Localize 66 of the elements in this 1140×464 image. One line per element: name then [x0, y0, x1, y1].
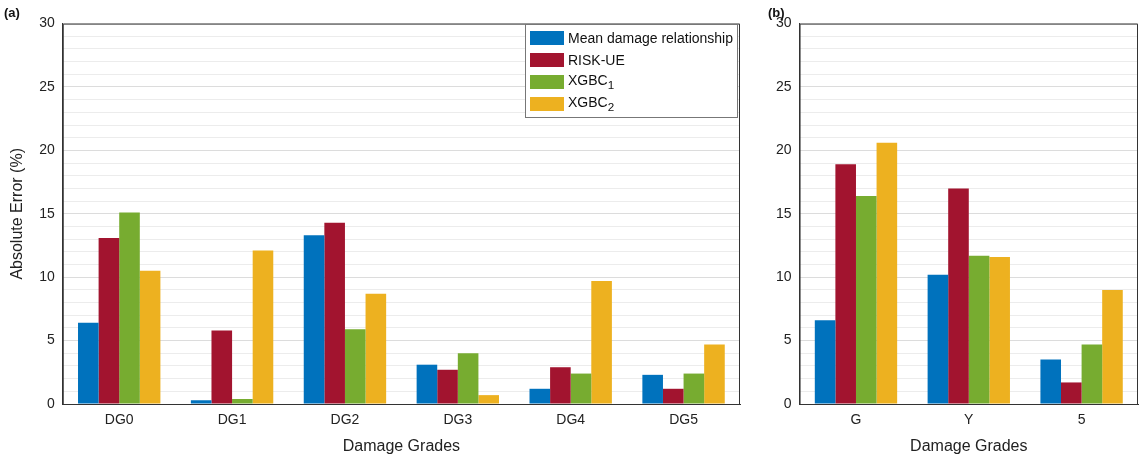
bar	[662, 388, 684, 404]
bar	[211, 330, 233, 404]
bar	[683, 373, 705, 404]
y-axis-title: Absolute Error (%)	[8, 148, 26, 280]
x-tick-label: Y	[964, 411, 975, 428]
bar	[855, 196, 877, 404]
x-tick-label: DG5	[669, 411, 699, 428]
bar	[232, 398, 253, 404]
x-tick-label: DG2	[330, 411, 360, 428]
y-tick-label: 20	[39, 141, 55, 158]
x-axis-title: Damage Grades	[910, 436, 1028, 454]
bar	[570, 373, 592, 404]
chart-title: (a)	[4, 5, 20, 21]
bar	[550, 367, 571, 404]
bar	[478, 395, 500, 404]
bar	[119, 212, 140, 404]
x-tick-label: 5	[1077, 411, 1086, 428]
bar	[642, 374, 663, 404]
y-tick-label: 30	[39, 14, 55, 31]
bar	[457, 353, 479, 404]
legend-label: XGBC$_{1}$	[568, 72, 615, 91]
bar	[190, 400, 212, 404]
bar	[1081, 344, 1103, 404]
y-tick-label: 25	[775, 77, 792, 94]
y-tick-label: 0	[46, 394, 55, 411]
y-tick-label: 25	[39, 77, 55, 94]
x-tick-label: DG4	[556, 411, 586, 428]
bar	[814, 320, 836, 404]
x-tick-label: DG3	[443, 411, 473, 428]
bar	[416, 364, 438, 404]
bar	[1061, 382, 1082, 404]
y-tick-label: 0	[783, 394, 792, 411]
bar	[989, 256, 1010, 404]
legend-label: XGBC$_{2}$	[568, 94, 615, 113]
x-tick-label: G	[850, 411, 862, 428]
y-tick-label: 5	[46, 331, 55, 348]
bar	[139, 270, 161, 404]
bar	[344, 329, 366, 404]
y-tick-label: 15	[39, 204, 55, 221]
bar	[1040, 359, 1062, 404]
legend-label: Mean damage relationship	[568, 29, 733, 46]
legend-label: RISK-UE	[568, 51, 625, 68]
bar	[835, 164, 856, 404]
bar	[1102, 289, 1123, 404]
bar	[324, 222, 345, 404]
y-tick-label: 10	[775, 268, 792, 285]
y-tick-label: 20	[775, 141, 792, 158]
x-tick-label: DG0	[104, 411, 134, 428]
bar	[252, 250, 274, 404]
x-axis-title: Damage Grades	[342, 436, 461, 454]
y-tick-label: 15	[775, 204, 792, 221]
x-tick-label: DG1	[217, 411, 247, 428]
bar	[78, 322, 99, 404]
bar	[968, 255, 990, 404]
y-tick-label: 10	[39, 268, 55, 285]
bar	[948, 188, 969, 404]
bar	[529, 388, 551, 404]
bar	[365, 293, 387, 404]
bar	[98, 237, 120, 404]
bar	[303, 235, 325, 404]
bar	[437, 369, 458, 404]
bar	[591, 281, 612, 404]
bar	[704, 344, 725, 404]
y-tick-label: 5	[783, 331, 792, 348]
bar	[876, 142, 898, 404]
bar	[927, 274, 949, 404]
